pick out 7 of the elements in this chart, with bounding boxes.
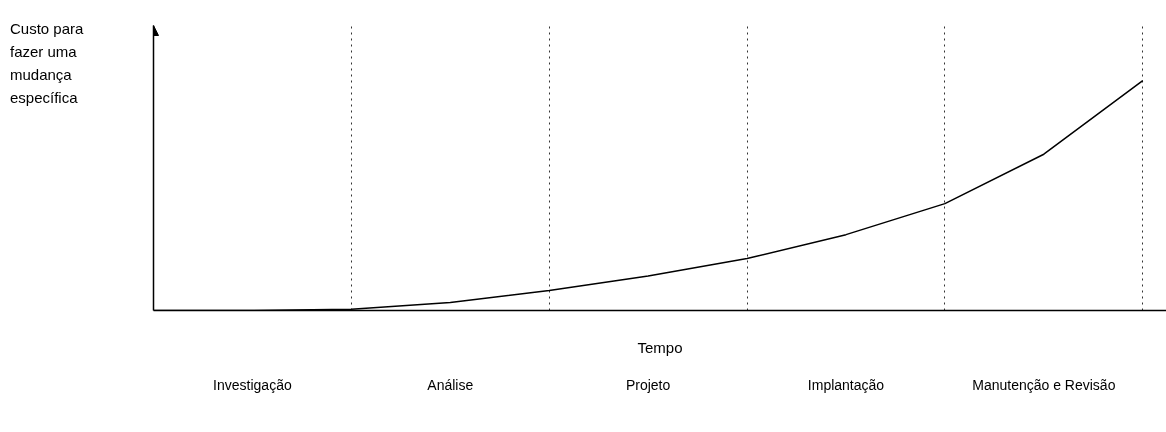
x-tick-label: Análise xyxy=(427,376,474,393)
y-axis-title: Custo para fazer uma mudança específica xyxy=(9,19,84,108)
x-tick-label: Investigação xyxy=(213,376,292,393)
x-tick-label: Implantação xyxy=(807,376,885,393)
x-tick-label: Manutenção e Revisão xyxy=(972,376,1116,393)
x-tick-label: Projeto xyxy=(625,376,671,393)
x-axis-title: Tempo xyxy=(637,338,683,356)
